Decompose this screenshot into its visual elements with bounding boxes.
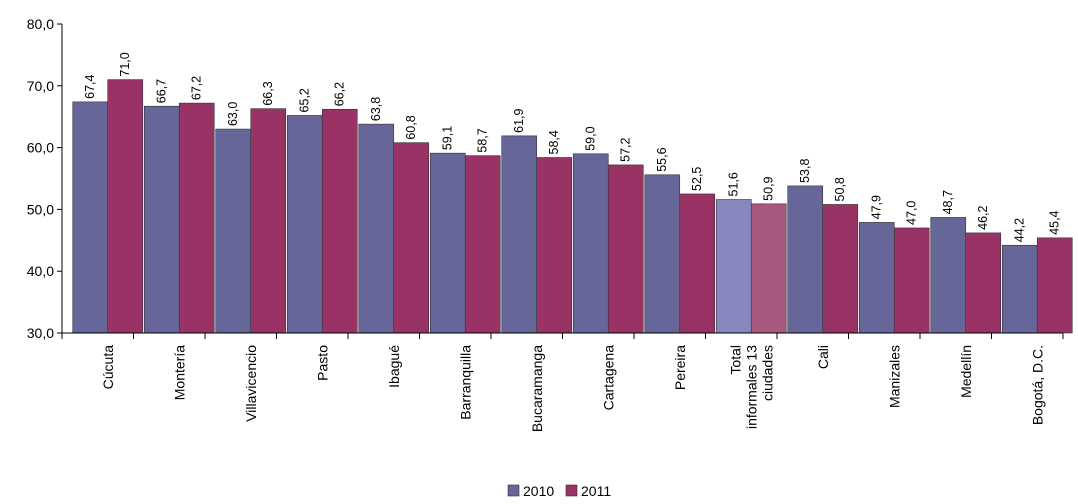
value-label: 45,4 bbox=[1048, 210, 1062, 234]
value-label: 63,8 bbox=[369, 97, 383, 121]
y-tick-label: 80,0 bbox=[27, 16, 54, 32]
value-label: 61,9 bbox=[512, 108, 526, 132]
value-label: 66,2 bbox=[333, 82, 347, 106]
x-tick-label: Medellín bbox=[958, 345, 974, 398]
value-label: 59,0 bbox=[584, 126, 598, 150]
bar bbox=[215, 128, 252, 334]
x-tick-label: Ibagué bbox=[386, 345, 402, 388]
x-tick-label: Cali bbox=[815, 345, 831, 369]
bar bbox=[750, 203, 787, 334]
bar bbox=[679, 193, 716, 334]
bar bbox=[644, 174, 681, 334]
x-tick-label: Villavicencio bbox=[243, 345, 259, 422]
bar bbox=[822, 204, 859, 334]
x-tick-label: Cartagena bbox=[600, 345, 616, 411]
y-tick-label: 70,0 bbox=[27, 78, 54, 94]
value-label: 55,6 bbox=[655, 147, 669, 171]
bar bbox=[536, 157, 573, 334]
bar bbox=[321, 108, 358, 334]
x-tick-label: Pereira bbox=[672, 345, 688, 390]
bar bbox=[358, 123, 395, 334]
legend-label: 2011 bbox=[581, 483, 611, 499]
bar bbox=[1036, 237, 1073, 334]
value-label: 50,9 bbox=[762, 176, 776, 200]
value-label: 65,2 bbox=[298, 88, 312, 112]
legend-swatch bbox=[507, 484, 520, 497]
bar bbox=[143, 105, 180, 334]
x-tick-label: Totalinformales 13ciudades bbox=[727, 345, 775, 429]
value-label: 44,2 bbox=[1013, 218, 1027, 242]
x-tick-label: Bucaramanga bbox=[529, 345, 545, 432]
y-tick-label: 30,0 bbox=[27, 325, 54, 341]
x-tick-label-line: Total bbox=[727, 345, 743, 375]
value-label: 66,3 bbox=[261, 81, 275, 105]
value-label: 52,5 bbox=[690, 167, 704, 191]
value-label: 67,2 bbox=[190, 76, 204, 100]
bar bbox=[607, 164, 644, 334]
bar bbox=[858, 222, 895, 334]
bar bbox=[393, 142, 430, 334]
bar bbox=[429, 152, 466, 334]
value-label: 46,2 bbox=[976, 206, 990, 230]
bar bbox=[893, 227, 930, 334]
value-label: 59,1 bbox=[441, 126, 455, 150]
x-tick-label: Pasto bbox=[314, 345, 330, 381]
bar bbox=[965, 232, 1002, 334]
bar bbox=[501, 135, 538, 334]
x-tick-label: Bogotá, D.C. bbox=[1029, 345, 1045, 425]
legend-label: 2010 bbox=[523, 483, 554, 499]
value-label: 50,8 bbox=[833, 177, 847, 201]
value-label: 51,6 bbox=[727, 172, 741, 196]
bar bbox=[72, 101, 109, 334]
x-tick-label: Barranquilla bbox=[457, 345, 473, 420]
value-label: 48,7 bbox=[941, 190, 955, 214]
value-label: 58,4 bbox=[547, 130, 561, 154]
x-tick-label: Manizales bbox=[886, 345, 902, 408]
value-label: 47,0 bbox=[905, 201, 919, 225]
bar bbox=[715, 199, 752, 334]
legend-swatch bbox=[565, 484, 578, 497]
bar bbox=[464, 155, 501, 334]
value-label: 66,7 bbox=[155, 79, 169, 103]
value-label: 47,9 bbox=[870, 195, 884, 219]
x-tick-label-line: informales 13 bbox=[743, 345, 759, 429]
value-label: 63,0 bbox=[226, 102, 240, 126]
bar bbox=[250, 108, 287, 334]
y-tick-label: 50,0 bbox=[27, 201, 54, 217]
bar bbox=[1001, 244, 1038, 334]
value-label: 60,8 bbox=[404, 115, 418, 139]
x-tick-label: Montería bbox=[171, 345, 187, 400]
value-label: 67,4 bbox=[83, 74, 97, 98]
x-tick-label: Cúcuta bbox=[100, 345, 116, 390]
value-label: 53,8 bbox=[798, 159, 812, 183]
bar bbox=[930, 217, 967, 334]
value-label: 57,2 bbox=[619, 138, 633, 162]
x-tick-label-line: ciudades bbox=[759, 345, 775, 401]
value-label: 71,0 bbox=[118, 52, 132, 76]
bar bbox=[178, 102, 215, 334]
y-tick-label: 60,0 bbox=[27, 140, 54, 156]
bar bbox=[286, 115, 323, 334]
value-label: 58,7 bbox=[476, 128, 490, 152]
y-tick-label: 40,0 bbox=[27, 263, 54, 279]
bar bbox=[107, 79, 144, 334]
bar bbox=[787, 185, 824, 334]
bar bbox=[572, 153, 609, 334]
